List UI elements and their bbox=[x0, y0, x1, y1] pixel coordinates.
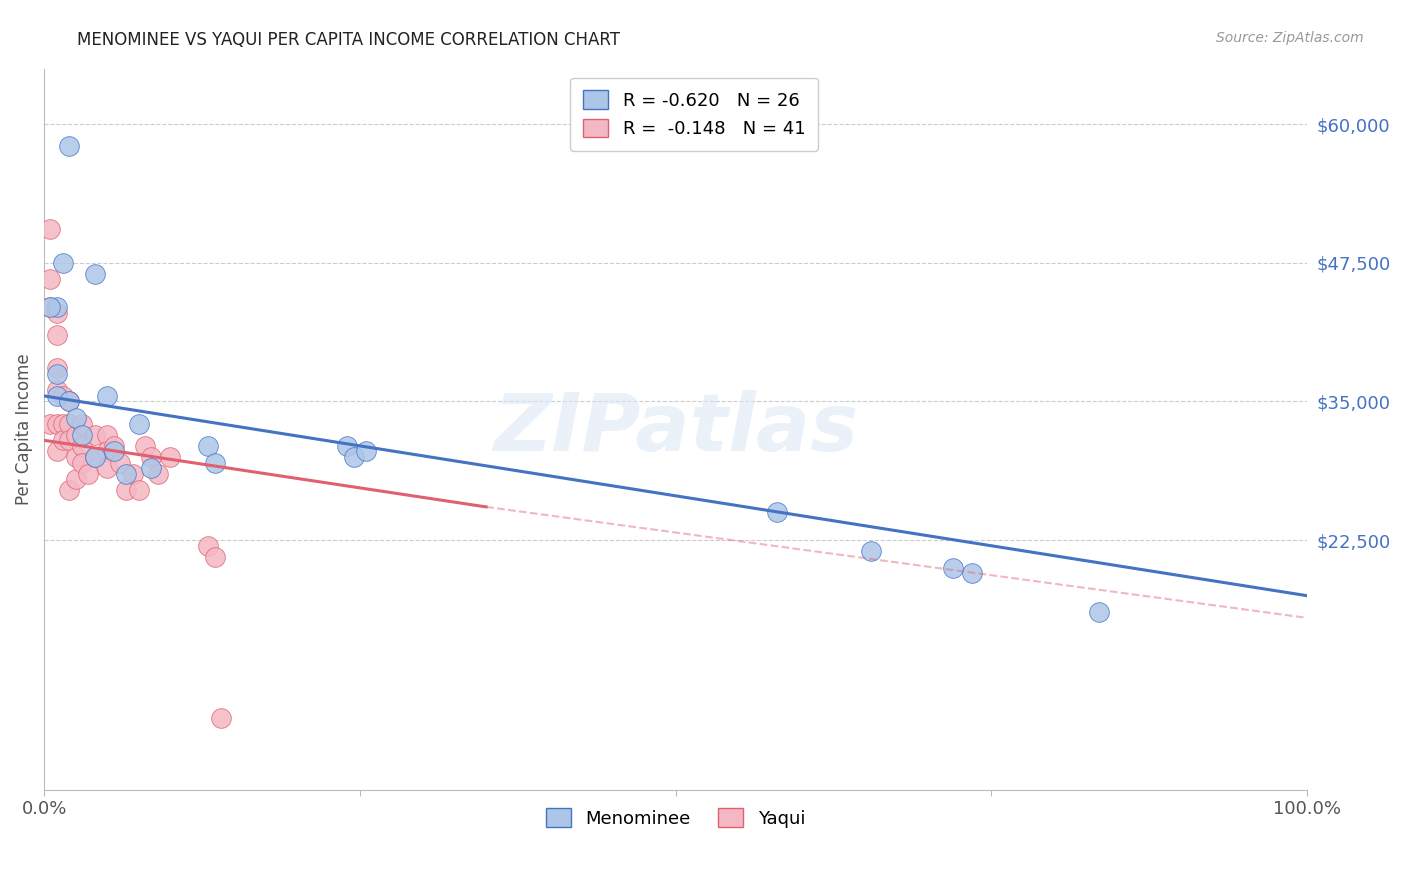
Point bbox=[70, 417, 93, 431]
Point bbox=[209, 711, 232, 725]
Point bbox=[115, 467, 138, 481]
Point bbox=[52, 389, 75, 403]
Point bbox=[39, 300, 62, 314]
Point bbox=[70, 456, 93, 470]
Point bbox=[65, 427, 87, 442]
Point bbox=[204, 549, 226, 564]
Point bbox=[83, 267, 105, 281]
Point bbox=[58, 394, 80, 409]
Point bbox=[58, 139, 80, 153]
Point bbox=[65, 472, 87, 486]
Point bbox=[204, 456, 226, 470]
Point bbox=[52, 417, 75, 431]
Point bbox=[134, 439, 156, 453]
Point bbox=[83, 427, 105, 442]
Point bbox=[942, 561, 965, 575]
Point bbox=[58, 483, 80, 498]
Point bbox=[45, 306, 67, 320]
Point bbox=[65, 411, 87, 425]
Point bbox=[45, 327, 67, 342]
Y-axis label: Per Capita Income: Per Capita Income bbox=[15, 353, 32, 505]
Point bbox=[108, 456, 131, 470]
Point bbox=[1087, 605, 1109, 619]
Point bbox=[115, 483, 138, 498]
Point bbox=[45, 300, 67, 314]
Point bbox=[45, 417, 67, 431]
Point bbox=[45, 444, 67, 458]
Point bbox=[354, 444, 377, 458]
Point bbox=[197, 539, 219, 553]
Point bbox=[70, 427, 93, 442]
Point bbox=[96, 444, 118, 458]
Point bbox=[45, 361, 67, 376]
Point bbox=[45, 384, 67, 398]
Text: MENOMINEE VS YAQUI PER CAPITA INCOME CORRELATION CHART: MENOMINEE VS YAQUI PER CAPITA INCOME COR… bbox=[77, 31, 620, 49]
Point bbox=[70, 439, 93, 453]
Point bbox=[96, 389, 118, 403]
Point bbox=[141, 461, 163, 475]
Point bbox=[39, 300, 62, 314]
Point bbox=[39, 272, 62, 286]
Point bbox=[159, 450, 181, 464]
Text: Source: ZipAtlas.com: Source: ZipAtlas.com bbox=[1216, 31, 1364, 45]
Point bbox=[58, 417, 80, 431]
Point bbox=[860, 544, 883, 558]
Text: ZIPatlas: ZIPatlas bbox=[494, 390, 858, 468]
Point bbox=[77, 467, 100, 481]
Point bbox=[342, 450, 364, 464]
Point bbox=[765, 506, 787, 520]
Point bbox=[96, 427, 118, 442]
Point bbox=[58, 394, 80, 409]
Point bbox=[45, 367, 67, 381]
Point bbox=[197, 439, 219, 453]
Point bbox=[58, 434, 80, 448]
Point bbox=[962, 566, 984, 581]
Point bbox=[336, 439, 359, 453]
Point bbox=[52, 434, 75, 448]
Point bbox=[45, 389, 67, 403]
Point bbox=[103, 444, 125, 458]
Point bbox=[83, 450, 105, 464]
Point bbox=[128, 483, 150, 498]
Point bbox=[96, 461, 118, 475]
Point bbox=[52, 256, 75, 270]
Point bbox=[121, 467, 143, 481]
Point bbox=[146, 467, 169, 481]
Point bbox=[128, 417, 150, 431]
Legend: Menominee, Yaqui: Menominee, Yaqui bbox=[538, 801, 813, 835]
Point bbox=[65, 450, 87, 464]
Point bbox=[83, 450, 105, 464]
Point bbox=[103, 439, 125, 453]
Point bbox=[141, 450, 163, 464]
Point bbox=[39, 222, 62, 236]
Point bbox=[39, 417, 62, 431]
